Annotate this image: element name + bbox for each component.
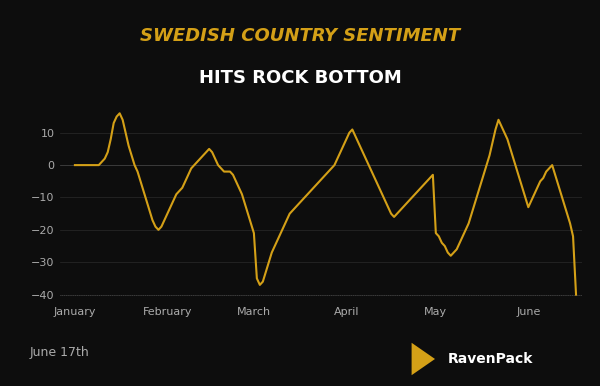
Polygon shape [412, 343, 435, 375]
Text: June 17th: June 17th [30, 346, 90, 359]
Text: RavenPack: RavenPack [448, 352, 533, 366]
Text: SWEDISH COUNTRY SENTIMENT: SWEDISH COUNTRY SENTIMENT [140, 27, 460, 45]
Text: HITS ROCK BOTTOM: HITS ROCK BOTTOM [199, 69, 401, 88]
